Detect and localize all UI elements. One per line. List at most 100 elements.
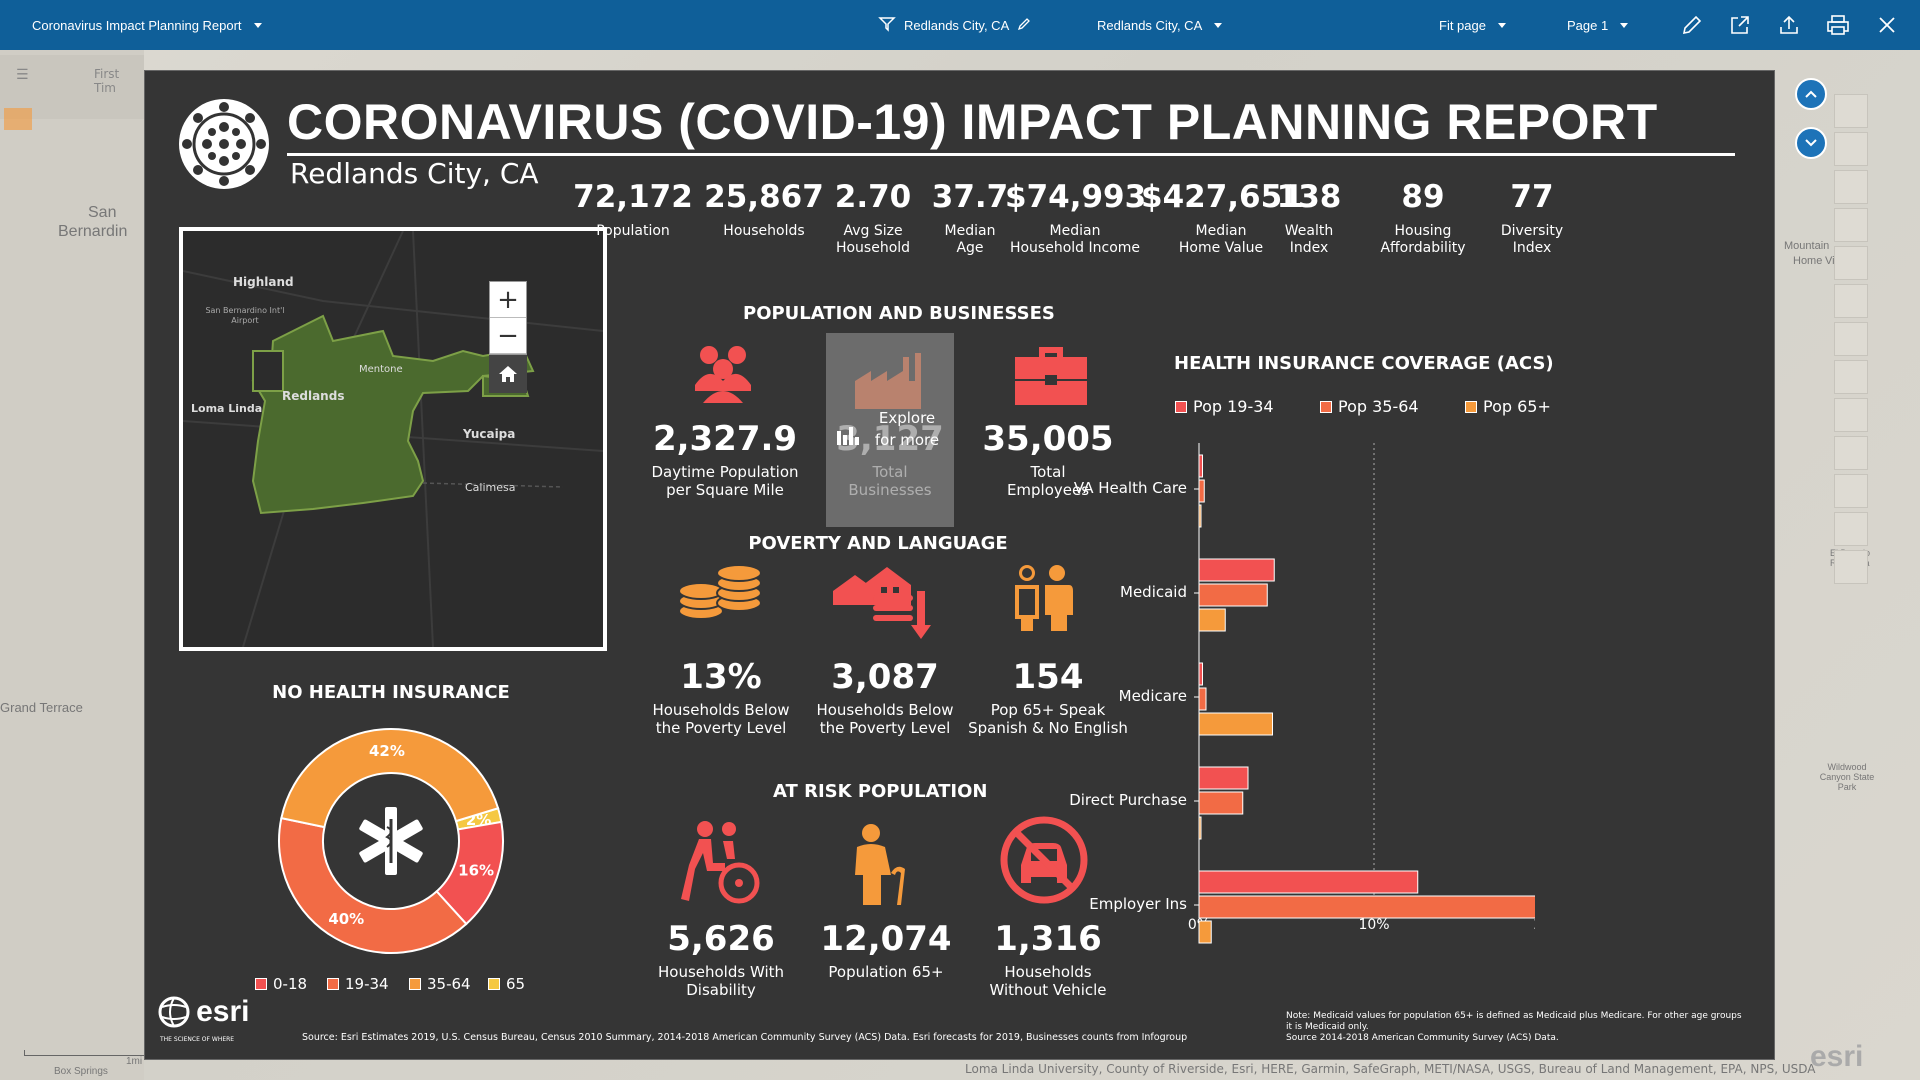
explore-businesses-card[interactable] bbox=[826, 333, 954, 527]
stat-value: 77 bbox=[1510, 179, 1554, 215]
chevron-down-icon bbox=[253, 22, 262, 28]
no-car-icon bbox=[999, 815, 1089, 909]
bar-medicare-0[interactable] bbox=[1198, 662, 1203, 686]
map-home-button[interactable] bbox=[489, 355, 527, 393]
layer-icon[interactable] bbox=[4, 108, 32, 130]
zoom-out-icon[interactable] bbox=[1834, 246, 1868, 280]
infographic-panel: CORONAVIRUS (COVID-19) IMPACT PLANNING R… bbox=[144, 70, 1775, 1060]
stat-value: 89 bbox=[1401, 179, 1445, 215]
stat-value: $74,993 bbox=[1005, 179, 1147, 215]
location-title[interactable]: Redlands City, CA bbox=[878, 0, 1031, 50]
location-map[interactable]: Highland San Bernardino Int'l Airport Me… bbox=[179, 227, 607, 651]
print-icon[interactable] bbox=[1825, 12, 1851, 38]
layers-icon[interactable] bbox=[1834, 398, 1868, 432]
total-businesses: 3,127 Total Businesses bbox=[826, 419, 954, 499]
coverage-note-2: it is Medicaid only. bbox=[1286, 1022, 1369, 1032]
bar-medicaid-0[interactable] bbox=[1198, 558, 1275, 582]
households-below-poverty-count: 3,087 Households Below the Poverty Level bbox=[802, 657, 968, 737]
expand-down-icon[interactable] bbox=[1795, 127, 1827, 159]
map-label-redlands: Redlands bbox=[282, 389, 345, 403]
poverty-pct-value: 13% bbox=[680, 657, 762, 697]
bar-medicaid-2[interactable] bbox=[1198, 608, 1226, 632]
share-icon[interactable] bbox=[1834, 512, 1868, 546]
legend-icon[interactable] bbox=[1834, 436, 1868, 470]
select-icon[interactable] bbox=[1834, 170, 1868, 204]
close-icon[interactable] bbox=[1874, 12, 1900, 38]
virus-logo-icon bbox=[179, 99, 269, 189]
bar-employer-ins-1[interactable] bbox=[1198, 895, 1535, 919]
houses-down-icon bbox=[833, 561, 933, 649]
search-zoom-icon[interactable] bbox=[1834, 208, 1868, 242]
x-tick-label: 10% bbox=[1358, 917, 1389, 933]
section-coverage: HEALTH INSURANCE COVERAGE (ACS) bbox=[1174, 353, 1554, 374]
bg-label-mountain: Mountain bbox=[1784, 240, 1830, 252]
locate-icon[interactable] bbox=[1834, 360, 1868, 394]
open-external-icon[interactable] bbox=[1727, 12, 1753, 38]
report-title-dropdown[interactable]: Coronavirus Impact Planning Report bbox=[32, 0, 262, 50]
edit-pencil-icon[interactable] bbox=[1017, 17, 1031, 34]
bar-va-health-care-1[interactable] bbox=[1198, 479, 1205, 503]
no-vehicle-label: Households Without Vehicle bbox=[989, 963, 1107, 999]
bar-medicare-2[interactable] bbox=[1198, 712, 1273, 736]
poverty-count-label: Households Below the Poverty Level bbox=[816, 701, 954, 737]
bg-label-home: Home bbox=[1793, 255, 1823, 267]
print-icon[interactable] bbox=[1834, 474, 1868, 508]
zoom-in-icon[interactable] bbox=[1834, 132, 1868, 166]
bar-direct-purchase-0[interactable] bbox=[1198, 766, 1249, 790]
bar-employer-ins-0[interactable] bbox=[1198, 870, 1419, 894]
donut-label-19-34: 40% bbox=[328, 910, 364, 928]
report-subtitle: Redlands City, CA bbox=[290, 157, 539, 190]
explore-label[interactable]: Explore for more bbox=[874, 409, 940, 449]
donut-legend-0-18: 0-18 bbox=[255, 975, 307, 993]
bar-direct-purchase-1[interactable] bbox=[1198, 791, 1244, 815]
stat-label: Population bbox=[596, 223, 670, 239]
map-zoom-out-button[interactable]: − bbox=[490, 318, 526, 354]
upload-icon[interactable] bbox=[1776, 12, 1802, 38]
bar-employer-ins-2[interactable] bbox=[1198, 920, 1212, 944]
donut-slice-19-34[interactable] bbox=[278, 816, 468, 954]
briefcase-icon bbox=[1013, 343, 1089, 413]
bar-medicaid-1[interactable] bbox=[1198, 583, 1268, 607]
category-label: Direct Purchase bbox=[1069, 791, 1187, 809]
home-icon[interactable] bbox=[1834, 284, 1868, 318]
chevron-down-icon bbox=[1497, 22, 1506, 28]
section-no-insurance: NO HEALTH INSURANCE bbox=[272, 682, 510, 703]
chevron-down-icon bbox=[1214, 22, 1223, 28]
bar-legend-19-34: Pop 19-34 bbox=[1175, 397, 1274, 416]
collapse-up-icon[interactable] bbox=[1795, 78, 1827, 110]
bg-label-box-springs: Box Springs bbox=[54, 1066, 108, 1077]
spanish-no-english: 154 Pop 65+ Speak Spanish & No English bbox=[963, 657, 1133, 737]
bookmark-icon[interactable] bbox=[1834, 550, 1868, 584]
bar-legend-35-64: Pop 35-64 bbox=[1320, 397, 1419, 416]
section-poverty: POVERTY AND LANGUAGE bbox=[748, 533, 1008, 554]
esri-logo: esri bbox=[157, 995, 249, 1029]
donut-legend-35-64: 35-64 bbox=[409, 975, 471, 993]
fit-page-dropdown[interactable]: Fit page bbox=[1439, 0, 1506, 50]
stat-label: Households bbox=[723, 223, 805, 239]
population-65-value: 12,074 bbox=[820, 919, 952, 959]
basemap-icon[interactable] bbox=[1834, 94, 1868, 128]
bar-va-health-care-2[interactable] bbox=[1198, 504, 1202, 528]
coins-icon bbox=[678, 563, 763, 627]
map-label-yucaipa: Yucaipa bbox=[463, 427, 516, 441]
bar-direct-purchase-2[interactable] bbox=[1198, 816, 1202, 840]
map-zoom-in-button[interactable]: + bbox=[490, 282, 526, 318]
location-dropdown[interactable]: Redlands City, CA bbox=[1097, 0, 1223, 50]
background-tab[interactable]: First Tim bbox=[94, 67, 120, 95]
stat-value: 25,867 bbox=[704, 179, 824, 215]
stat-value: 138 bbox=[1276, 179, 1342, 215]
menu-icon[interactable]: ☰ bbox=[16, 67, 29, 83]
bar-va-health-care-0[interactable] bbox=[1198, 454, 1203, 478]
households-below-poverty-pct: 13% Households Below the Poverty Level bbox=[641, 657, 801, 737]
donut-label-0-18: 16% bbox=[458, 861, 494, 879]
esri-wordmark: esri bbox=[196, 995, 250, 1028]
edit-icon[interactable] bbox=[1679, 12, 1705, 38]
measure-icon[interactable] bbox=[1834, 322, 1868, 356]
scale-bar bbox=[24, 1050, 144, 1056]
wheelchair-icon bbox=[679, 819, 765, 909]
daytime-population: 2,327.9 Daytime Population per Square Mil… bbox=[645, 419, 805, 499]
donut-slice-35-64[interactable] bbox=[280, 728, 500, 829]
bar-medicare-1[interactable] bbox=[1198, 687, 1207, 711]
donut-legend-19-34: 19-34 bbox=[327, 975, 389, 993]
page-dropdown[interactable]: Page 1 bbox=[1567, 0, 1629, 50]
